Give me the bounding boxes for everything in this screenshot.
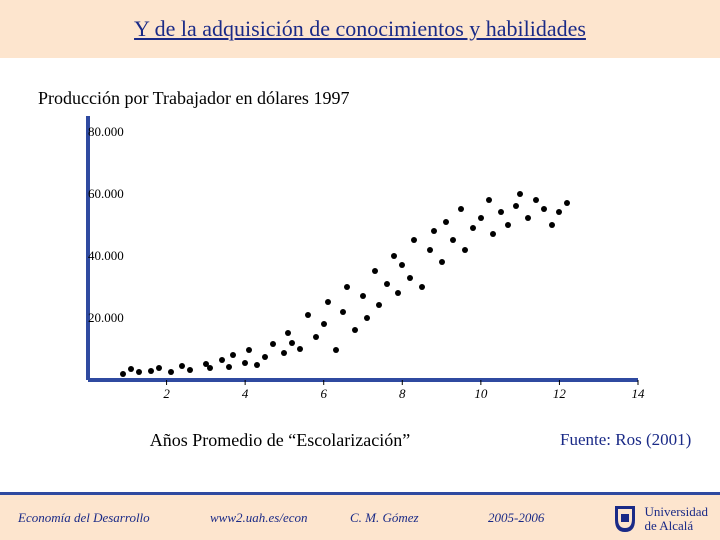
uni-line1: Universidad [644,505,708,519]
xtick-label: 8 [399,386,406,402]
chart-ylabel: Producción por Trabajador en dólares 199… [38,88,349,109]
data-point [333,347,339,353]
data-point [411,237,417,243]
data-point [533,197,539,203]
data-point [242,360,248,366]
data-point [219,357,225,363]
data-point [179,363,185,369]
data-point [246,347,252,353]
data-point [230,352,236,358]
data-point [431,228,437,234]
data-point [513,203,519,209]
data-point [549,222,555,228]
footer-url: www2.uah.es/econ [210,510,308,526]
title-band: Y de la adquisición de conocimientos y h… [0,0,720,58]
data-point [281,350,287,356]
data-point [120,371,126,377]
data-point [148,368,154,374]
data-point [498,209,504,215]
xtick-label: 14 [632,386,645,402]
data-point [486,197,492,203]
data-point [470,225,476,231]
data-point [399,262,405,268]
data-point [360,293,366,299]
scatter-chart: 20.00040.00060.00080.0002468101214 [38,110,648,400]
data-point [226,364,232,370]
data-point [419,284,425,290]
data-point [439,259,445,265]
data-point [384,281,390,287]
data-point [168,369,174,375]
data-point [525,215,531,221]
xtick-label: 10 [474,386,487,402]
footer-band: Economía del Desarrollo www2.uah.es/econ… [0,495,720,540]
data-point [505,222,511,228]
slide-title: Y de la adquisición de conocimientos y h… [134,16,586,42]
data-point [156,365,162,371]
data-point [490,231,496,237]
data-point [478,215,484,221]
data-point [364,315,370,321]
data-point [289,340,295,346]
data-point [352,327,358,333]
data-point [325,299,331,305]
data-point [128,366,134,372]
slide: Y de la adquisición de conocimientos y h… [0,0,720,540]
data-point [564,200,570,206]
xtick-label: 12 [553,386,566,402]
xtick-label: 2 [163,386,170,402]
data-point [427,247,433,253]
data-point [541,206,547,212]
data-point [376,302,382,308]
data-point [262,354,268,360]
university-name: Universidad de Alcalá [644,505,708,532]
data-point [395,290,401,296]
data-point [285,330,291,336]
data-point [270,341,276,347]
data-point [136,369,142,375]
data-point [305,312,311,318]
data-point [450,237,456,243]
data-point [207,365,213,371]
xtick-label: 6 [320,386,327,402]
data-point [443,219,449,225]
footer-author: C. M. Gómez [350,510,419,526]
footer-year: 2005-2006 [488,510,544,526]
uni-line2: de Alcalá [644,519,708,533]
shield-icon [612,504,638,534]
data-point [297,346,303,352]
university-logo: Universidad de Alcalá [612,504,708,534]
data-point [372,268,378,274]
data-point [391,253,397,259]
data-point [321,321,327,327]
footer-course: Economía del Desarrollo [18,510,150,526]
xtick-label: 4 [242,386,249,402]
data-point [313,334,319,340]
data-point [187,367,193,373]
data-point [517,191,523,197]
data-point [458,206,464,212]
data-point [407,275,413,281]
data-point [556,209,562,215]
data-point [344,284,350,290]
chart-xlabel: Años Promedio de “Escolarización” [0,430,560,451]
source-text: Fuente: Ros (2001) [560,430,720,450]
data-point [340,309,346,315]
chart-axes [38,110,648,400]
data-point [254,362,260,368]
data-point [462,247,468,253]
